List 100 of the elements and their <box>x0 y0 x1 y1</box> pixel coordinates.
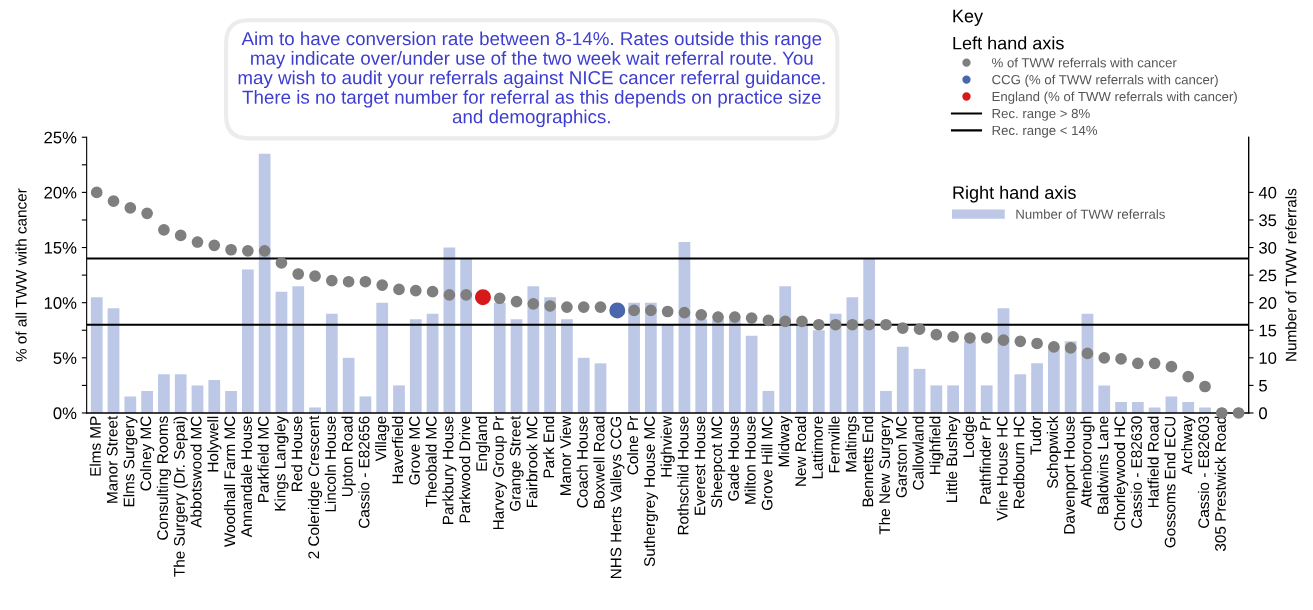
x-tick-label: Lincoln House <box>324 416 336 512</box>
bar <box>124 396 137 413</box>
bar <box>208 379 221 413</box>
x-tick-label: Holywell <box>207 416 222 472</box>
x-tick-label: Midway <box>778 415 793 467</box>
bar <box>1165 396 1178 413</box>
bar <box>393 385 405 413</box>
bar <box>577 357 590 413</box>
bar <box>644 302 657 413</box>
x-tick-label: Grove Hill MC <box>761 416 773 511</box>
x-tick-label: Upton Road <box>341 416 356 497</box>
bar <box>292 286 305 413</box>
x-tick-label: Callowland <box>912 416 924 490</box>
legend-label: % of TWW referrals with cancer <box>992 57 1177 68</box>
bar <box>1148 407 1161 413</box>
text: Aim to have conversion rate between 8-14%. Rates outside this range may indicate over/under use of the two week wait referral route. You may wish to audit your referrals against NICE cancer referral guidance. There is no target number for referral as this depends on practice size and demographics. <box>238 31 825 128</box>
y-tick-label: 0% <box>53 407 77 420</box>
bar <box>443 247 456 413</box>
x-tick-label: Parkwood Drive <box>459 416 471 523</box>
x-tick-label: Harvey Group Pr <box>493 416 507 530</box>
x-tick-label: Parkbury House <box>442 416 457 525</box>
bar <box>225 390 237 413</box>
x-tick-label: Gossoms End ECU <box>1164 416 1176 548</box>
bar <box>896 346 909 413</box>
x-tick-label: Red House <box>291 416 303 491</box>
bar <box>241 269 254 413</box>
y2-tick-label: 25 <box>1259 269 1277 282</box>
x-tick-label: Suthergrey House MC <box>643 416 658 567</box>
bar <box>258 153 271 413</box>
y-axis-title: % of all TWW with cancer <box>15 188 27 362</box>
bar <box>460 258 473 413</box>
x-tick-label: Little Bushey <box>946 415 961 502</box>
bar <box>561 319 573 413</box>
x-tick-label: NHS Herts Valleys CCG <box>610 416 625 579</box>
bar <box>510 319 523 413</box>
bar <box>191 385 204 413</box>
bar <box>141 390 153 413</box>
legend-title: Key <box>953 9 983 26</box>
y2-tick-label: 15 <box>1259 324 1277 337</box>
x-tick-label: Bennetts End <box>862 416 874 507</box>
y2-tick-label: 20 <box>1259 297 1277 309</box>
y2-tick-label: 5 <box>1259 379 1267 392</box>
x-tick-label: Grove MC <box>409 416 420 485</box>
x-tick-label: Archway <box>1181 415 1196 475</box>
x-tick-label: The New Surgery <box>878 415 894 535</box>
x-tick-label: Cassio - E82603 <box>1197 416 1210 528</box>
x-tick-label: Hatfield Road <box>1147 416 1159 508</box>
bar <box>880 390 892 413</box>
x-tick-label: Manor Street <box>106 415 118 503</box>
bar <box>661 324 674 413</box>
x-tick-label: Everest House <box>694 416 706 515</box>
bar <box>174 374 187 413</box>
x-tick-label: England <box>475 416 491 471</box>
bar <box>158 374 170 413</box>
bar <box>1031 363 1043 413</box>
x-tick-label: Sheepcot MC <box>710 416 726 508</box>
legend-label: CCG (% of TWW referrals with cancer) <box>992 74 1218 87</box>
bar <box>1115 401 1127 413</box>
x-tick-label: Colney MC <box>139 416 155 491</box>
x-tick-label: Abbotswood MC <box>190 416 202 528</box>
x-tick-label: Grange Street <box>509 415 524 511</box>
x-tick-label: Highfield <box>929 416 944 474</box>
x-tick-label: Milton House <box>744 416 756 504</box>
bar <box>745 335 758 413</box>
legend-label: Rec. range < 14% <box>992 125 1098 138</box>
x-tick-label: Haverfield <box>391 416 404 484</box>
annotation: Right hand axis <box>953 185 1076 203</box>
y-tick-label: 15% <box>44 242 77 254</box>
y-tick-label: 20% <box>44 186 77 199</box>
x-tick-label: Tudor <box>1029 416 1042 455</box>
x-tick-label: Elms MP <box>89 416 101 476</box>
y2-axis-title: Number of TWW referrals <box>1285 188 1297 361</box>
x-tick-label: Redbourn HC <box>1013 416 1025 508</box>
bar <box>1098 385 1111 413</box>
bar <box>846 297 859 413</box>
x-tick-label: Woodhall Farm MC <box>223 416 236 547</box>
x-tick-label: Village <box>375 416 390 462</box>
text: Left hand axis <box>953 36 1064 50</box>
bar <box>90 297 103 413</box>
bar <box>628 302 640 413</box>
y-tick-label: 25% <box>44 131 77 144</box>
bar <box>309 407 321 413</box>
x-tick-label: Theobald MC <box>425 416 437 508</box>
x-tick-label: Cassio - E82656 <box>358 416 370 528</box>
bar <box>359 396 372 413</box>
x-tick-label: Elms Surgery <box>123 415 138 507</box>
x-tick-label: Davenport House <box>1064 416 1078 534</box>
y2-tick-label: 10 <box>1259 352 1277 365</box>
x-tick-label: Pathfinder Pr <box>979 416 991 504</box>
y2-tick-label: 30 <box>1259 241 1277 254</box>
x-tick-label: Chorleywood HC <box>1113 416 1129 531</box>
x-tick-label: Annandale House <box>240 416 252 538</box>
bar <box>863 258 876 413</box>
x-tick-label: Coach House <box>576 416 588 508</box>
x-tick-label: Manor View <box>559 415 572 495</box>
x-tick-label: Gade House <box>727 416 739 501</box>
bar <box>980 385 993 413</box>
y2-tick-label: 35 <box>1259 214 1277 227</box>
bar <box>678 242 691 413</box>
x-tick-label: Schopwick <box>1046 415 1061 489</box>
